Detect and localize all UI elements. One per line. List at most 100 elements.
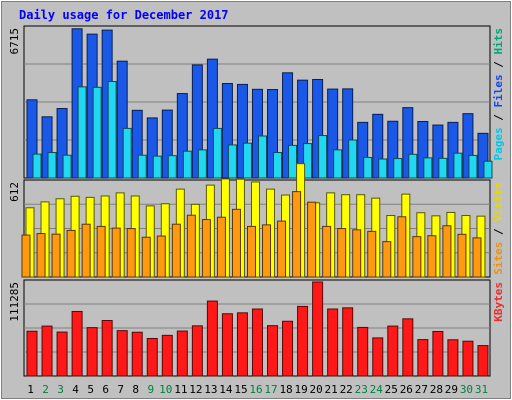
x-tick-label-day-19: 19	[294, 383, 307, 396]
bar-hits-day-22	[342, 88, 354, 179]
legend-entry: Sites	[492, 242, 505, 275]
bar-pages-day-16	[257, 135, 267, 179]
bar-kbytes-day-29	[447, 339, 459, 377]
legend-entry: Visits	[492, 182, 505, 222]
bar-kbytes-day-19	[297, 305, 309, 377]
bar-hits-day-16	[251, 88, 263, 179]
bar-hits-day-10	[161, 109, 173, 179]
x-tick-label-day-22: 22	[340, 383, 353, 396]
x-tick-label-day-12: 12	[189, 383, 202, 396]
x-tick-label-day-21: 21	[325, 383, 338, 396]
bar-sites-day-14	[216, 216, 226, 278]
x-tick-label-day-9: 9	[147, 383, 154, 396]
legend-entry: KBytes	[492, 282, 505, 322]
bar-kbytes-day-10	[161, 334, 173, 377]
x-tick-label-day-18: 18	[279, 383, 292, 396]
bar-kbytes-day-13	[206, 300, 218, 377]
bar-sites-day-5	[81, 223, 91, 278]
bar-sites-day-30	[457, 233, 467, 278]
bar-sites-day-9	[141, 236, 151, 278]
bar-pages-day-10	[167, 155, 177, 179]
bar-kbytes-day-31	[477, 345, 489, 377]
bar-sites-day-8	[126, 228, 136, 278]
x-tick-label-day-2: 2	[42, 383, 49, 396]
bar-hits-day-12	[191, 64, 203, 179]
panel-hits: 6715 Pages / Files / Hits	[8, 25, 505, 179]
bar-pages-day-1	[32, 153, 42, 179]
bar-pages-day-7	[122, 127, 132, 179]
bar-sites-day-12	[186, 214, 196, 278]
bar-kbytes-day-22	[342, 307, 354, 377]
bar-kbytes-day-3	[56, 331, 68, 377]
legend-entry: /	[492, 108, 505, 128]
bar-hits-day-11	[176, 93, 188, 179]
bar-pages-day-28	[438, 157, 448, 179]
bar-kbytes-day-2	[41, 325, 53, 377]
bar-kbytes-day-17	[267, 325, 279, 377]
bar-sites-day-1	[21, 234, 31, 278]
bar-sites-day-21	[322, 225, 332, 278]
panel-visits-ymax-label: 612	[8, 182, 21, 202]
bar-hits-day-29	[447, 121, 459, 179]
x-tick-label-day-15: 15	[234, 383, 247, 396]
bar-pages-day-21	[333, 149, 343, 179]
x-tick-label-day-26: 26	[400, 383, 413, 396]
x-tick-label-day-16: 16	[249, 383, 262, 396]
legend-entry: Files	[492, 74, 505, 107]
bar-kbytes-day-7	[116, 330, 128, 377]
x-tick-label-day-11: 11	[174, 383, 187, 396]
bar-kbytes-day-28	[432, 330, 444, 377]
panel-visits-legend: Sites / Visits	[492, 182, 505, 275]
bar-sites-day-20	[307, 201, 317, 278]
bar-pages-day-15	[242, 142, 252, 179]
bar-sites-day-10	[156, 235, 166, 278]
bar-sites-day-16	[246, 225, 256, 278]
bar-sites-day-11	[171, 223, 181, 278]
bar-hits-day-8	[131, 109, 143, 179]
bar-kbytes-day-27	[417, 339, 429, 377]
bar-pages-day-19	[303, 143, 313, 179]
bar-hits-day-23	[357, 121, 369, 179]
bar-sites-day-3	[51, 233, 61, 278]
bar-pages-day-13	[212, 127, 222, 179]
bar-pages-day-27	[423, 157, 433, 179]
bar-hits-day-31	[477, 132, 489, 179]
bar-kbytes-day-14	[221, 313, 233, 377]
x-tick-label-day-10: 10	[159, 383, 172, 396]
bar-hits-day-30	[462, 113, 474, 179]
x-tick-label-day-23: 23	[355, 383, 368, 396]
panel-visits: 612 Sites / Visits	[8, 163, 505, 278]
legend-entry: Hits	[492, 28, 505, 55]
chart-title: Daily usage for December 2017	[19, 8, 229, 22]
legend-entry: /	[492, 55, 505, 75]
x-axis: 1 2 3 4 5 6 7 8 9 10 11 12 13 14 15 16 17 18 19 20 21 22 23 24 2…	[27, 383, 488, 396]
bar-pages-day-31	[483, 160, 493, 179]
panel-kbytes-ymax-label: 111285	[8, 282, 21, 322]
bar-sites-day-29	[442, 225, 452, 278]
bar-pages-day-11	[182, 150, 192, 179]
bar-sites-day-28	[427, 235, 437, 278]
bar-pages-day-25	[393, 158, 403, 179]
bar-sites-day-2	[36, 233, 46, 278]
bar-kbytes-day-1	[26, 330, 38, 377]
bar-hits-day-27	[417, 120, 429, 179]
bar-sites-day-19	[292, 191, 302, 278]
bar-hits-day-3	[56, 108, 68, 179]
bar-pages-day-9	[152, 155, 162, 179]
bar-pages-day-6	[107, 80, 117, 179]
bar-sites-day-27	[412, 236, 422, 278]
bar-kbytes-day-25	[387, 325, 399, 377]
bar-hits-day-2	[41, 116, 53, 179]
bar-pages-day-14	[227, 144, 237, 179]
bar-hits-day-9	[146, 117, 158, 179]
panel-hits-legend: Pages / Files / Hits	[492, 28, 505, 161]
bar-sites-day-31	[472, 237, 482, 278]
x-tick-label-day-30: 30	[460, 383, 473, 396]
bar-pages-day-17	[273, 152, 283, 179]
bar-sites-day-7	[111, 227, 121, 278]
bar-sites-day-4	[66, 229, 76, 278]
x-tick-label-day-4: 4	[72, 383, 79, 396]
panel-kbytes-legend: KBytes	[492, 282, 505, 322]
